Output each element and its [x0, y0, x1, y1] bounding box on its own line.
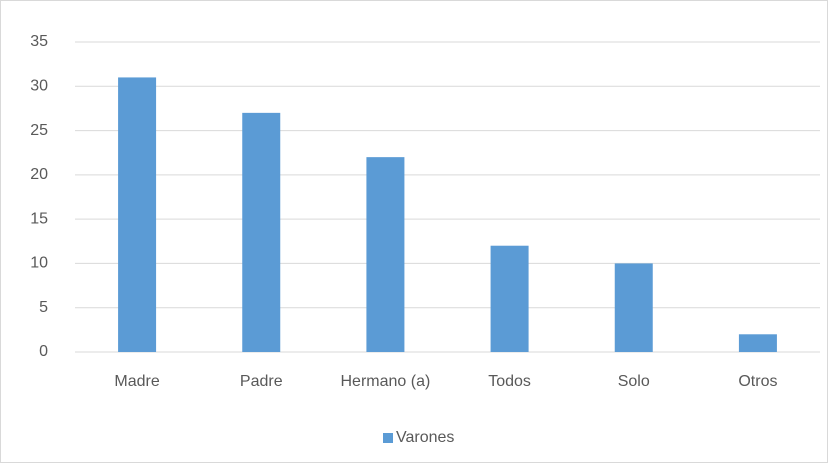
y-tick-label: 15 [30, 210, 48, 227]
legend-label: Varones [396, 429, 454, 446]
y-tick-label: 5 [39, 299, 48, 316]
legend-swatch [383, 433, 393, 443]
x-tick-label: Padre [240, 373, 283, 390]
x-tick-label: Hermano (a) [341, 373, 431, 390]
x-tick-label: Todos [488, 373, 531, 390]
bar [614, 263, 653, 352]
y-tick-label: 35 [30, 33, 48, 50]
y-tick-label: 0 [39, 343, 48, 360]
x-tick-label: Otros [738, 373, 777, 390]
bar [366, 157, 405, 352]
bar [490, 245, 529, 352]
bar [738, 334, 777, 352]
y-tick-label: 25 [30, 122, 48, 139]
y-tick-label: 20 [30, 166, 48, 183]
x-tick-label: Solo [618, 373, 650, 390]
y-tick-label: 10 [30, 255, 48, 272]
y-tick-label: 30 [30, 78, 48, 95]
bar [242, 112, 281, 352]
bar [118, 77, 157, 352]
x-tick-label: Madre [114, 373, 159, 390]
